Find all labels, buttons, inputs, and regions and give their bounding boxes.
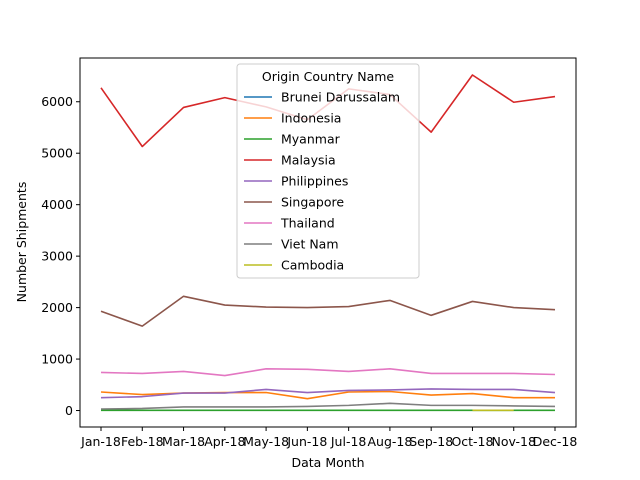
legend-box [236, 63, 420, 279]
plot-frame [79, 57, 577, 428]
x-tick-label: Jan-18 [80, 434, 121, 449]
series-line-singapore [100, 295, 556, 327]
legend-entry-label: Myanmar [281, 132, 341, 147]
legend: Origin Country Name Brunei Darussalam Ind… [236, 63, 420, 279]
x-tick-label: Mar-18 [162, 434, 205, 449]
legend-entry-label: Thailand [280, 216, 335, 231]
axes-layer [79, 57, 577, 428]
x-tick-label: Apr-18 [204, 434, 245, 449]
legend-entry-label: Indonesia [281, 111, 341, 126]
x-tick-label: Jul-18 [330, 434, 367, 449]
y-tick-label: 3000 [41, 249, 73, 264]
legend-entry-label: Cambodia [281, 258, 344, 273]
legend-entry-label: Singapore [281, 195, 344, 210]
y-tick-label: 1000 [41, 352, 73, 367]
x-tick-label: Dec-18 [533, 434, 578, 449]
x-axis-label: Data Month [292, 455, 365, 470]
y-tick-label: 4000 [41, 197, 73, 212]
y-tick-label: 6000 [41, 94, 73, 109]
y-axis-label: Number Shipments [14, 182, 29, 303]
y-tick-label: 5000 [41, 146, 73, 161]
x-tick-label: Oct-18 [451, 434, 493, 449]
x-tick-label: Sep-18 [409, 434, 453, 449]
series-line-viet-nam [100, 402, 556, 410]
legend-title: Origin Country Name [262, 69, 395, 84]
legend-entry-label: Viet Nam [281, 237, 339, 252]
x-tick-label: Nov-18 [491, 434, 536, 449]
legend-entry-label: Brunei Darussalam [281, 90, 400, 105]
y-tick-label: 0 [65, 403, 73, 418]
series-line-thailand [100, 368, 556, 377]
y-tick-label: 2000 [41, 300, 73, 315]
series-line-philippines [100, 388, 556, 399]
x-tick-label: May-18 [243, 434, 289, 449]
legend-entry-label: Malaysia [281, 153, 336, 168]
legend-entry-label: Philippines [281, 174, 348, 189]
x-tick-label: Jun-18 [286, 434, 327, 449]
x-tick-label: Aug-18 [367, 434, 412, 449]
x-tick-label: Feb-18 [121, 434, 164, 449]
y-axis: 0 1000 2000 3000 4000 5000 6000 [41, 94, 80, 418]
